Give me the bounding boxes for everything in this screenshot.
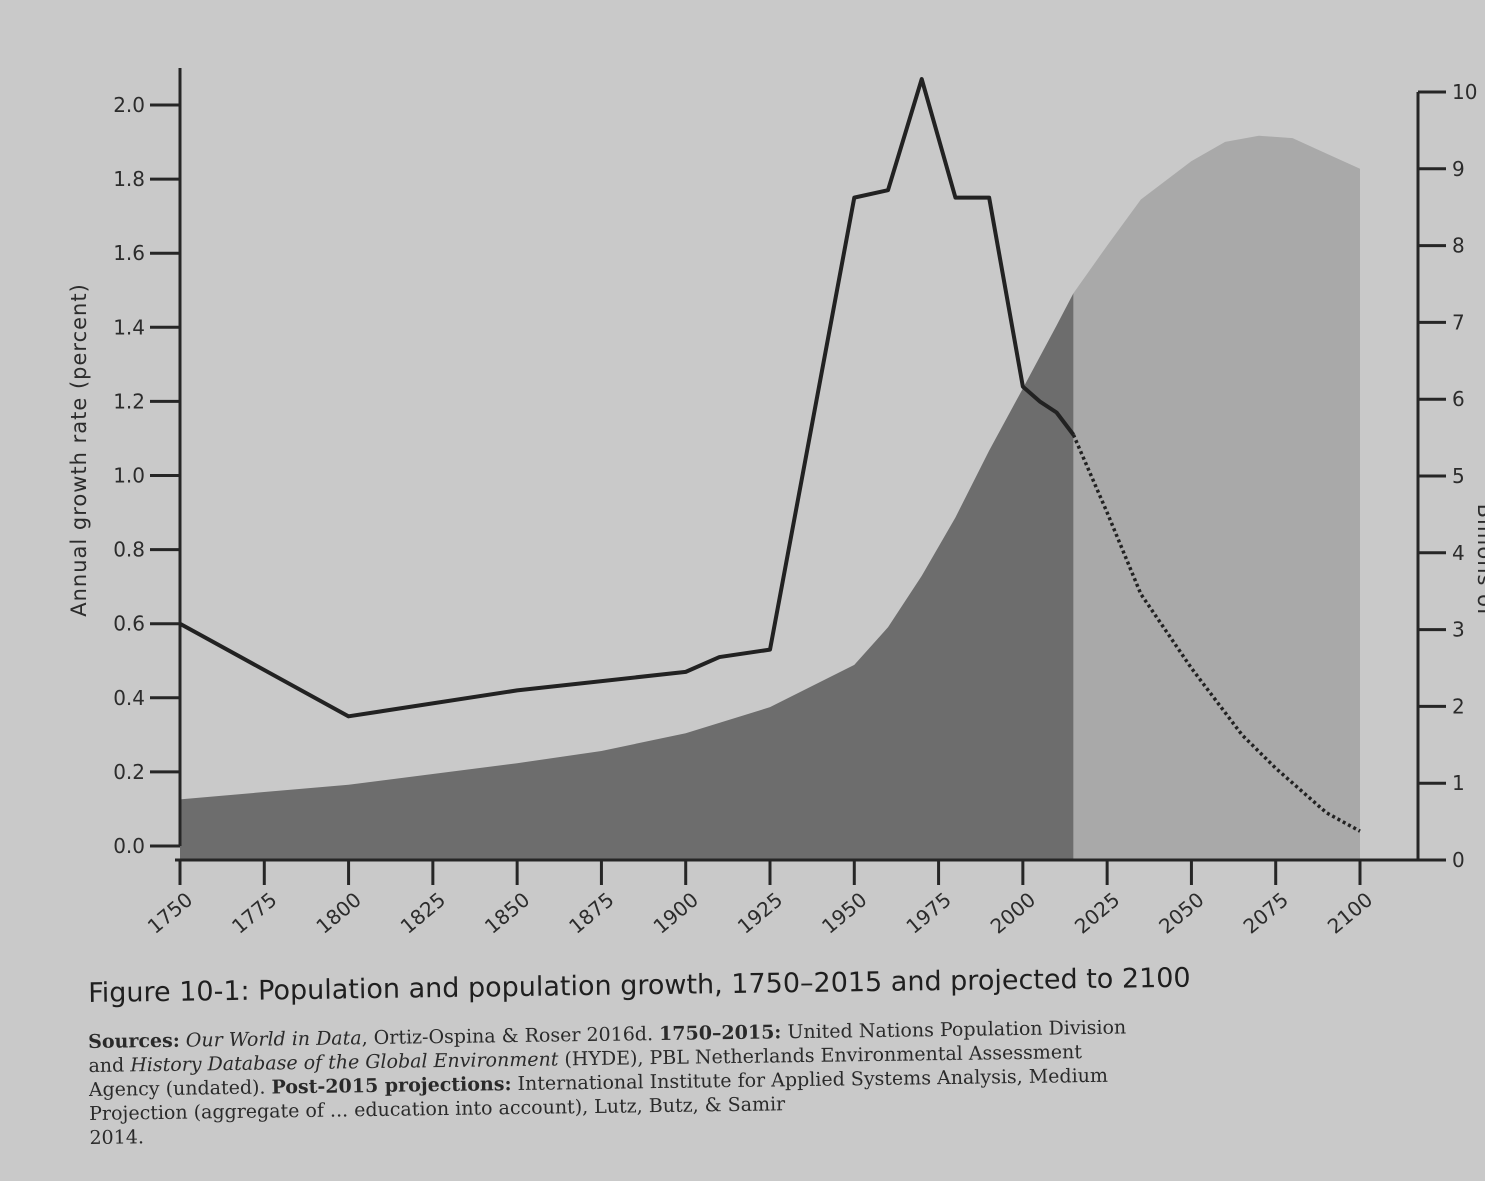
left-tick-label-1.8: 1.8 (113, 167, 145, 191)
x-tick-label-1750: 1750 (143, 887, 197, 938)
left-y-axis-title: Annual growth rate (percent) (67, 283, 91, 617)
left-tick-label-1.4: 1.4 (113, 315, 145, 339)
growth-lines (179, 77, 1361, 833)
sources-historical-label: 1750–2015: (658, 1021, 782, 1046)
x-ticks: 1750 1775 1800 1825 1850 1875 1900 1925 1950 1975… (143, 860, 1377, 939)
x-tick-label-2000: 2000 (986, 887, 1040, 938)
x-tick-label-2100: 2100 (1323, 887, 1377, 938)
x-tick-label-1950: 1950 (817, 887, 871, 938)
x-tick-label-2050: 2050 (1154, 887, 1208, 938)
x-tick-label-1800: 1800 (311, 887, 365, 938)
area-population-projected (1073, 135, 1360, 860)
right-y-ticks: 0 1 2 3 4 5 6 7 8 9 10 (1418, 80, 1477, 872)
population-areas (180, 135, 1360, 860)
sources-line-2-start: and (88, 1054, 131, 1077)
x-tick-label-1875: 1875 (564, 887, 618, 938)
left-tick-label-1.0: 1.0 (113, 464, 145, 488)
left-tick-label-0.4: 0.4 (113, 686, 145, 710)
right-tick-label-0: 0 (1452, 848, 1465, 872)
right-tick-label-5: 5 (1452, 464, 1465, 488)
x-tick-label-1925: 1925 (733, 887, 787, 938)
x-tick-label-1975: 1975 (901, 887, 955, 938)
x-tick-label-1900: 1900 (649, 887, 703, 938)
left-tick-label-1.6: 1.6 (113, 241, 145, 265)
right-y-axis-title: Billions of (1473, 504, 1485, 617)
left-tick-label-0.6: 0.6 (113, 612, 145, 636)
chart-canvas: 0.0 0.2 0.4 0.6 0.8 1.0 1.2 1.4 1.6 1.8 2.0 0 1 2 3 4 5… (67, 68, 1485, 939)
right-tick-label-6: 6 (1452, 387, 1465, 411)
right-tick-label-2: 2 (1452, 694, 1465, 718)
right-tick-label-3: 3 (1452, 618, 1465, 642)
left-tick-label-2.0: 2.0 (113, 93, 145, 117)
right-tick-label-10: 10 (1452, 80, 1477, 104)
right-tick-label-4: 4 (1452, 541, 1465, 565)
x-tick-label-2025: 2025 (1070, 887, 1124, 938)
left-tick-label-0.2: 0.2 (113, 760, 145, 784)
x-tick-label-1850: 1850 (480, 887, 534, 938)
sources-line-3-start: Agency (undated). (88, 1076, 272, 1101)
x-tick-label-1825: 1825 (396, 887, 450, 938)
sources-line-1-rest: , Ortiz-Ospina & Roser 2016d. (361, 1023, 660, 1050)
sources-note: Sources: Our World in Data, Ortiz-Ospina… (88, 1011, 1450, 1150)
x-tick-label-1775: 1775 (227, 887, 281, 938)
right-tick-label-8: 8 (1452, 234, 1465, 258)
left-tick-label-0.0: 0.0 (113, 834, 145, 858)
left-y-ticks: 0.0 0.2 0.4 0.6 0.8 1.0 1.2 1.4 1.6 1.8 2.0 (113, 93, 180, 858)
left-tick-label-1.2: 1.2 (113, 389, 145, 413)
sources-our-world-in-data: Our World in Data (185, 1027, 362, 1052)
sources-projection-label: Post-2015 projections: (271, 1073, 512, 1099)
line-growth-rate-historical (179, 77, 1076, 719)
right-tick-label-1: 1 (1452, 771, 1465, 795)
right-tick-label-7: 7 (1452, 310, 1465, 334)
area-population-historical (180, 293, 1074, 860)
sources-label: Sources: (88, 1029, 180, 1053)
x-tick-label-2075: 2075 (1239, 887, 1293, 938)
left-tick-label-0.8: 0.8 (113, 538, 145, 562)
right-tick-label-9: 9 (1452, 157, 1465, 181)
